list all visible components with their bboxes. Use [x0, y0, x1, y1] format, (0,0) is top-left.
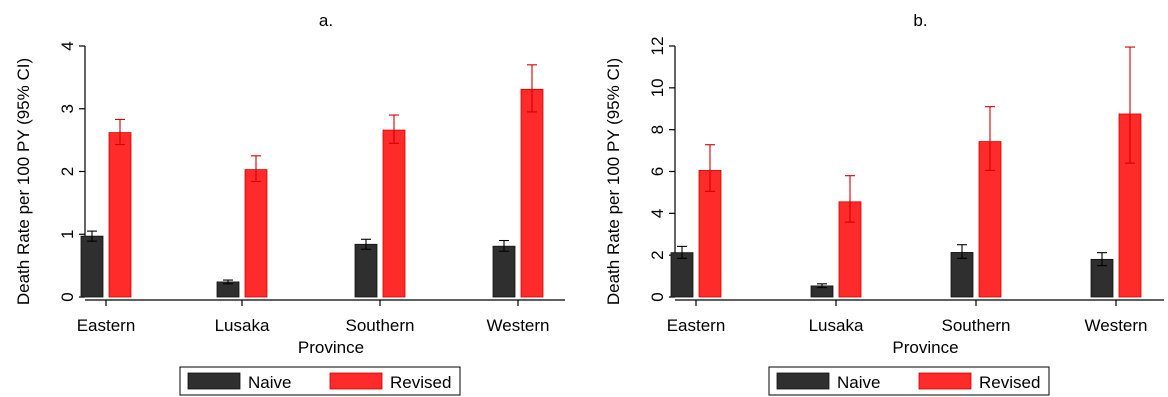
y-tick-label: 10 [648, 78, 667, 97]
bar-naive-eastern [670, 252, 694, 298]
y-tick-label: 2 [58, 167, 77, 176]
y-axis-label: Death Rate per 100 PY (95% CI) [604, 58, 623, 305]
bar-revised-eastern [108, 132, 132, 298]
bar-naive-southern [354, 243, 378, 298]
x-tick-label: Southern [346, 316, 415, 335]
legend-label-revised: Revised [979, 373, 1040, 392]
y-tick-label: 1 [58, 230, 77, 239]
legend-label-naive: Naive [837, 373, 880, 392]
x-tick-label: Western [487, 316, 550, 335]
bar-revised-western [520, 88, 544, 298]
bar-revised-lusaka [244, 169, 268, 298]
legend-swatch-revised [329, 372, 383, 390]
x-tick-label: Eastern [77, 316, 136, 335]
legend-label-naive: Naive [248, 373, 291, 392]
y-axis-label: Death Rate per 100 PY (95% CI) [14, 58, 33, 305]
y-tick-label: 4 [58, 41, 77, 50]
legend-swatch-naive [187, 372, 241, 390]
y-tick-label: 3 [58, 104, 77, 113]
y-tick-label: 0 [58, 292, 77, 301]
legend-swatch-revised [918, 372, 972, 390]
x-tick-label: Lusaka [809, 316, 864, 335]
chart-panel-b: b. 0 2 4 6 8 10 12 Death Rate per 100 PY (95% CI… [584, 0, 1168, 397]
x-tick-label: Western [1085, 316, 1148, 335]
legend-label-revised: Revised [390, 373, 451, 392]
y-tick-label: 0 [648, 292, 667, 301]
y-tick-label: 4 [648, 209, 667, 218]
bar-naive-southern [950, 252, 974, 298]
y-tick-label: 8 [648, 125, 667, 134]
bar-naive-western [492, 245, 516, 298]
chart-panel-a: a. 0 1 2 3 4 Death Rate per 100 PY (95% CI) Eas… [14, 11, 565, 396]
y-tick-label: 6 [648, 167, 667, 176]
legend-swatch-naive [776, 372, 830, 390]
x-tick-label: Lusaka [215, 316, 270, 335]
chart-title: b. [913, 11, 927, 30]
x-axis-label: Province [892, 338, 958, 357]
chart-title: a. [319, 11, 333, 30]
y-tick-label: 2 [648, 250, 667, 259]
bar-naive-eastern [80, 235, 104, 298]
chart-b: b. 0 2 4 6 8 10 12 Death Rate per 100 PY (95% CI… [604, 11, 1164, 396]
x-axis-label: Province [298, 338, 364, 357]
chart-a: a. 0 1 2 3 4 Death Rate per 100 PY (95% CI) Eas… [14, 11, 565, 396]
y-tick-label: 12 [648, 37, 667, 56]
x-tick-label: Eastern [667, 316, 726, 335]
x-tick-label: Southern [942, 316, 1011, 335]
bar-revised-southern [382, 129, 406, 298]
